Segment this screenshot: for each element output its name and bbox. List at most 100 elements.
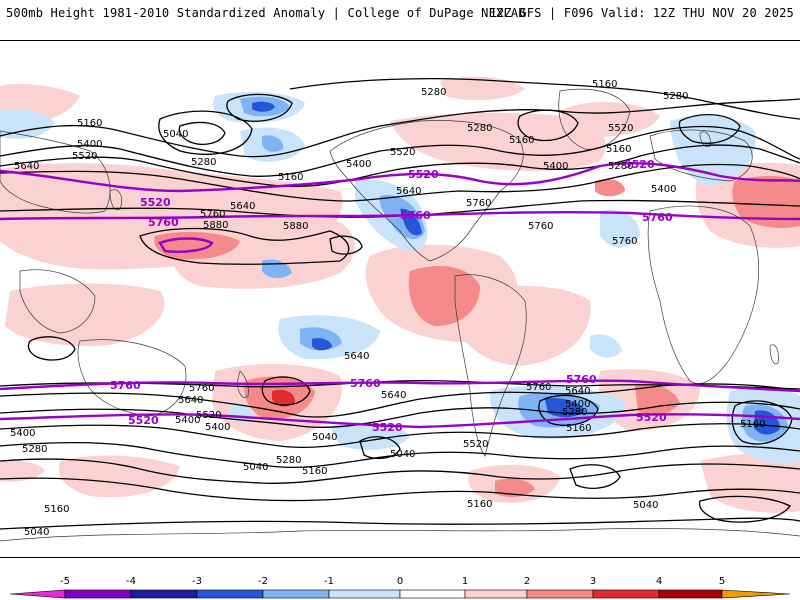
colorbar-swatch xyxy=(196,589,264,599)
neg3-anomaly-spac xyxy=(312,338,332,351)
contour-5040-far-south xyxy=(0,517,800,530)
height-label: 5400 xyxy=(77,139,102,150)
purple-labels: 5520 5760 5520 5760 5520 5760 5760 5760 … xyxy=(110,158,673,434)
purple-5520-north xyxy=(0,162,800,193)
height-label: 5160 xyxy=(740,419,765,430)
pos2-anomaly-canada xyxy=(595,179,625,197)
contour-sind-far xyxy=(698,495,791,523)
pos-anomaly-sind-west xyxy=(0,460,45,482)
contour-npac-small xyxy=(329,235,363,255)
contour-5640-south xyxy=(0,383,800,418)
purple-5760-south xyxy=(0,379,800,393)
neg-anomaly-natl-s xyxy=(600,209,640,248)
height-label: 5760 xyxy=(466,198,491,209)
contour-5640-north xyxy=(0,163,800,202)
pos2-anomaly-europe xyxy=(732,176,800,228)
purple-label: 5520 xyxy=(128,414,159,427)
colorbar-swatch xyxy=(262,589,330,599)
height-label: 5640 xyxy=(178,395,203,406)
contour-5520-south xyxy=(0,401,800,428)
contour-aleutian-low xyxy=(226,93,293,122)
height-label: 5160 xyxy=(566,423,591,434)
colorbar-tick: 0 xyxy=(397,576,403,587)
height-label: 5160 xyxy=(592,79,617,90)
height-label: 5400 xyxy=(346,159,371,170)
contour-5160-north xyxy=(289,77,800,120)
height-label: 5280 xyxy=(421,87,446,98)
purple-5520-south xyxy=(0,413,800,429)
height-label: 5040 xyxy=(163,129,188,140)
contour-spac-high xyxy=(261,376,311,406)
height-label: 5640 xyxy=(14,161,39,172)
model-run-info: 12Z GFS | F096 Valid: 12Z THU NOV 20 202… xyxy=(489,6,794,20)
contour-spac-small xyxy=(359,436,401,460)
height-label: 5040 xyxy=(243,462,268,473)
height-label: 5040 xyxy=(390,449,415,460)
colorbar-swatch xyxy=(526,589,594,599)
coast-antarctica xyxy=(0,528,800,542)
height-label: 5400 xyxy=(651,184,676,195)
height-label: 5160 xyxy=(302,466,327,477)
purple-label: 5760 xyxy=(148,216,179,229)
colorbar-swatches xyxy=(9,589,791,599)
contour-sind-low xyxy=(731,400,793,445)
anomaly-colorbar: -5 -4 -3 -2 -1 0 1 2 3 4 5 xyxy=(9,576,791,599)
purple-5880-npac xyxy=(158,237,214,253)
height-label: 5760 xyxy=(189,383,214,394)
height-label: 5880 xyxy=(203,220,228,231)
pos-anomaly-asia-east xyxy=(5,283,165,347)
colorbar-tick: -5 xyxy=(60,576,70,587)
colorbar-tick: -3 xyxy=(192,576,202,587)
height-label: 5400 xyxy=(565,399,590,410)
colorbar-swatch xyxy=(464,589,528,599)
purple-label: 5760 xyxy=(566,373,597,386)
colorbar-swatch xyxy=(130,589,198,599)
height-label: 5280 xyxy=(608,161,633,172)
purple-label: 5520 xyxy=(140,196,171,209)
pos-anomaly-sind-east xyxy=(700,452,800,513)
pos2-anomaly-natl xyxy=(408,266,480,326)
height-label: 5520 xyxy=(608,123,633,134)
height-label: 5520 xyxy=(390,147,415,158)
contour-5880-high xyxy=(139,227,350,265)
contour-5160-npac-low xyxy=(158,110,253,155)
height-label: 5280 xyxy=(276,455,301,466)
map-title: 500mb Height 1981-2010 Standardized Anom… xyxy=(6,6,526,20)
height-label: 5880 xyxy=(283,221,308,232)
height-label: 5160 xyxy=(278,172,303,183)
height-label: 5760 xyxy=(526,382,551,393)
purple-label: 5520 xyxy=(636,411,667,424)
purple-label: 5760 xyxy=(350,377,381,390)
purple-5760-north xyxy=(0,210,800,221)
contour-5040-npac-low xyxy=(178,121,226,145)
height-label: 5640 xyxy=(230,201,255,212)
coast-europe xyxy=(649,129,753,182)
purple-label: 5520 xyxy=(372,421,403,434)
height-label: 5640 xyxy=(565,386,590,397)
height-label: 5640 xyxy=(381,390,406,401)
height-label: 5400 xyxy=(175,415,200,426)
contour-satl-low xyxy=(538,394,599,426)
pos-anomaly-spac-south xyxy=(58,455,180,498)
pos-anomaly-atl-north xyxy=(390,112,606,171)
contour-5160-south xyxy=(0,458,800,484)
height-label: 5640 xyxy=(344,351,369,362)
height-contours-purple xyxy=(0,162,800,429)
height-label: 5400 xyxy=(10,428,35,439)
contour-asia-high xyxy=(27,336,76,361)
colorbar-swatch xyxy=(328,589,401,599)
pos3-anomaly-spac xyxy=(272,389,296,407)
purple-label: 5520 xyxy=(624,158,655,171)
height-label: 5160 xyxy=(606,144,631,155)
coast-south-america xyxy=(454,274,527,457)
colorbar-swatch xyxy=(64,589,132,599)
pos-anomaly-satl xyxy=(455,285,591,366)
colorbar-tick: -4 xyxy=(126,576,136,587)
coast-australia xyxy=(77,339,187,417)
height-labels: 5280 5160 5280 5160 5040 5400 5520 5640 … xyxy=(10,79,765,538)
neg2-anomaly-aleut-n xyxy=(262,135,284,152)
height-label: 5280 xyxy=(191,157,216,168)
colorbar-ticks: -5 -4 -3 -2 -1 0 1 2 3 4 5 xyxy=(60,576,725,587)
colorbar-tick: 5 xyxy=(719,576,725,587)
contour-5280-north xyxy=(0,98,800,158)
